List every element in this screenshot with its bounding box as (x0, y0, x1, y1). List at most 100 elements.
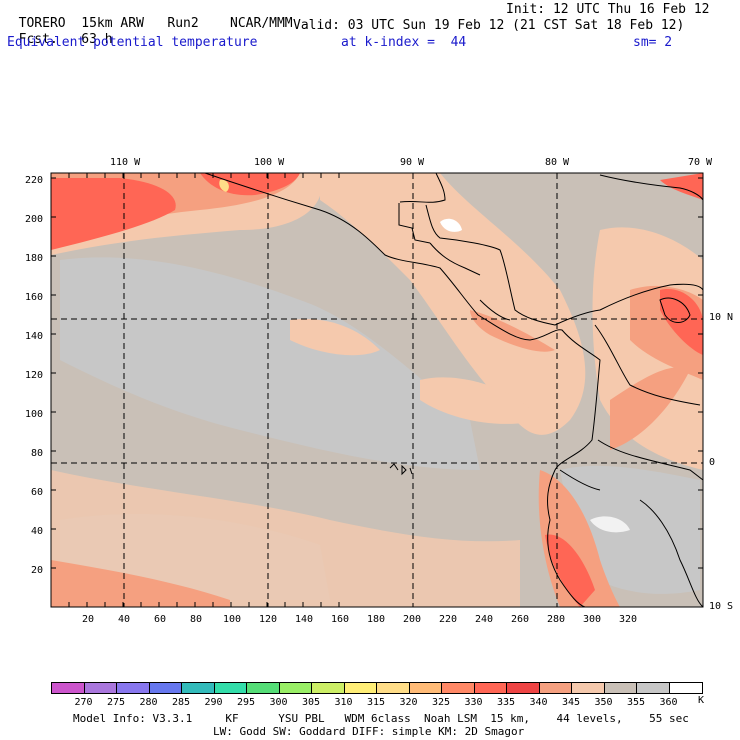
colorbar-tick-label: 335 (496, 697, 516, 708)
model-resolution: 15km ARW (81, 16, 144, 31)
colorbar-swatch (603, 682, 637, 694)
colorbar-swatch (51, 682, 85, 694)
x-grid-label: 80 (190, 614, 203, 625)
x-grid-label: 120 (259, 614, 278, 625)
colorbar-swatch (408, 682, 442, 694)
lake-maracaibo (659, 297, 691, 323)
model-run: Run2 (167, 16, 199, 31)
lat-label: 10 S (709, 601, 734, 612)
lat-label: 10 N (709, 312, 734, 323)
colorbar-swatch (571, 682, 605, 694)
model-info-line1: Model Info: V3.3.1 KF YSU PBL WDM 6class… (73, 712, 689, 725)
x-grid-label: 140 (295, 614, 314, 625)
x-grid-label: 20 (82, 614, 95, 625)
field-peach-region (290, 319, 380, 356)
y-grid-label: 80 (31, 448, 44, 459)
field-yellow-patch (219, 179, 229, 192)
x-grid-label: 320 (619, 614, 638, 625)
colorbar-swatch (311, 682, 345, 694)
y-grid-label: 180 (25, 253, 44, 264)
smoothing: sm= 2 (633, 35, 673, 50)
border-guatemala (398, 203, 431, 244)
field-gray-region (60, 257, 480, 470)
cuba-coast (599, 174, 703, 201)
y-grid-label: 100 (25, 409, 44, 420)
x-grid-label: 200 (403, 614, 422, 625)
colorbar-tick-label: 295 (236, 697, 256, 708)
colorbar-swatch (343, 682, 377, 694)
field-peach-region (51, 470, 520, 607)
x-grid-label: 100 (223, 614, 242, 625)
colorbar-units: K (698, 695, 705, 706)
level-index: at k-index = 44 (341, 35, 467, 50)
x-grid-label: 240 (475, 614, 494, 625)
field-white-patch (440, 218, 462, 232)
x-grid-label: 60 (154, 614, 167, 625)
x-grid-label: 160 (331, 614, 350, 625)
border-colombia-peru (597, 439, 703, 481)
y-grid-label: 140 (25, 331, 44, 342)
model-info-line2: LW: Godd SW: Goddard DIFF: simple KM: 2D… (213, 725, 525, 738)
colorbar-swatch (376, 682, 410, 694)
field-salmon-region (51, 560, 230, 607)
colorbar-tick-label: 330 (464, 697, 483, 708)
lon-label: 70 W (688, 157, 713, 168)
colorbar-tick-label: 275 (106, 697, 126, 708)
colorbar-tick-label: 285 (171, 697, 191, 708)
y-grid-label: 200 (25, 214, 44, 225)
colorbar-swatch (148, 682, 182, 694)
y-grid-label: 20 (31, 565, 44, 576)
pacific-coastline (204, 173, 601, 607)
colorbar-swatch (213, 682, 247, 694)
border-ecuador (559, 469, 601, 491)
field-peach-region (420, 377, 540, 424)
x-grid-label: 220 (439, 614, 458, 625)
map-frame (50, 172, 704, 608)
x-grid-label: 300 (583, 614, 602, 625)
colorbar-tick-label: 270 (74, 697, 93, 708)
caribbean-coast (425, 204, 703, 326)
yucatan-coast (399, 173, 446, 203)
colorbar-tick-label: 310 (334, 697, 353, 708)
colorbar-tick-label: 315 (366, 697, 386, 708)
field-white-patch (590, 516, 630, 533)
coastlines (204, 173, 703, 607)
colorbar-swatch (538, 682, 572, 694)
y-grid-label: 160 (25, 292, 44, 303)
colorbar-swatch (83, 682, 117, 694)
galapagos-islands (389, 463, 413, 476)
model-name: TORERO (18, 16, 66, 31)
lat-label: 0 (709, 457, 716, 468)
x-grid-label: 40 (118, 614, 131, 625)
colorbar-swatch (473, 682, 507, 694)
lon-label: 80 W (545, 157, 570, 168)
fcst-value: 63 h (81, 32, 113, 47)
y-grid-label: 40 (31, 526, 44, 537)
colorbar-swatch (506, 682, 540, 694)
colorbar-swatch (636, 682, 670, 694)
colorbar-tick-label: 325 (431, 697, 451, 708)
valid-time: Valid: 03 UTC Sun 19 Feb 12 (21 CST Sat … (293, 18, 685, 33)
border-honduras (429, 242, 481, 276)
graticule (51, 173, 703, 607)
colorbar-swatch (441, 682, 475, 694)
colorbar-tick-label: 280 (139, 697, 158, 708)
field-peach-region (320, 173, 586, 435)
field-salmon-region (470, 310, 555, 352)
y-grid-label: 220 (25, 175, 44, 186)
lon-label: 90 W (400, 157, 425, 168)
colorbar-tick-label: 360 (659, 697, 678, 708)
lon-label: 110 W (110, 157, 141, 168)
colorbar-swatch (116, 682, 150, 694)
border-peru-brazil (639, 499, 703, 607)
colorbar-swatch (668, 682, 703, 694)
colorbar-tick-label: 345 (561, 697, 581, 708)
fcst-label: Fcst. (18, 32, 58, 47)
lon-label: 100 W (254, 157, 285, 168)
forecast-hour: Fcst. 63 h (3, 19, 113, 47)
x-grid-label: 260 (511, 614, 530, 625)
theta-e-field (51, 173, 703, 607)
colorbar-tick-label: 300 (269, 697, 288, 708)
colorbar-swatch (246, 682, 280, 694)
colorbar-tick-label: 320 (399, 697, 418, 708)
